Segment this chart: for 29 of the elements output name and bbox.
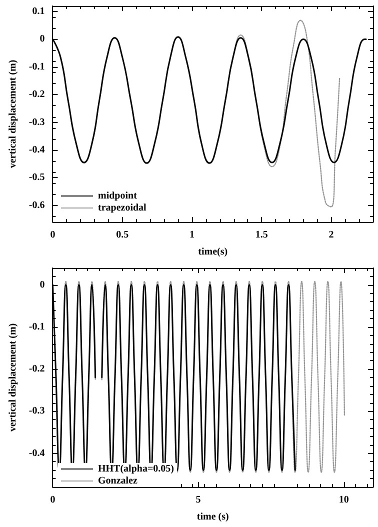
- x-tick-label: 0: [50, 494, 56, 506]
- y-tick-label: 0.1: [32, 6, 45, 18]
- y-tick-label: 0: [40, 279, 45, 290]
- y-tick-label: -0.1: [28, 321, 45, 332]
- y-tick-label: -0.6: [28, 200, 45, 211]
- x-axis-title: time(s): [198, 246, 228, 258]
- y-tick-label: -0.5: [28, 172, 45, 184]
- y-tick-label: -0.2: [28, 89, 45, 100]
- legend-label: midpoint: [98, 190, 138, 202]
- legend-label: HHT(alpha=0.05): [98, 464, 174, 474]
- y-tick-label: -0.2: [28, 364, 45, 375]
- x-tick-label: 1: [189, 230, 194, 240]
- y-tick-label: -0.3: [28, 406, 45, 417]
- x-tick-label: 0: [50, 230, 56, 240]
- y-tick-label: -0.3: [28, 116, 45, 128]
- legend-label: trapezoidal: [98, 202, 147, 214]
- legend-label: Gonzalez: [98, 476, 138, 486]
- y-axis-title: vertical displacement (m): [8, 323, 18, 432]
- x-tick-label: 1.5: [255, 230, 268, 240]
- x-axis-title: time (s): [196, 512, 229, 522]
- y-tick-label: -0.4: [28, 448, 45, 459]
- y-axis-title: vertical displacement (m): [8, 60, 18, 168]
- x-tick-label: 10: [338, 494, 349, 506]
- x-tick-label: 0.5: [116, 230, 129, 240]
- x-tick-label: 2: [328, 230, 334, 240]
- x-tick-label: 5: [196, 494, 201, 506]
- y-tick-label: -0.4: [28, 144, 45, 156]
- y-tick-label: -0.1: [28, 61, 45, 72]
- y-tick-label: 0: [40, 34, 45, 45]
